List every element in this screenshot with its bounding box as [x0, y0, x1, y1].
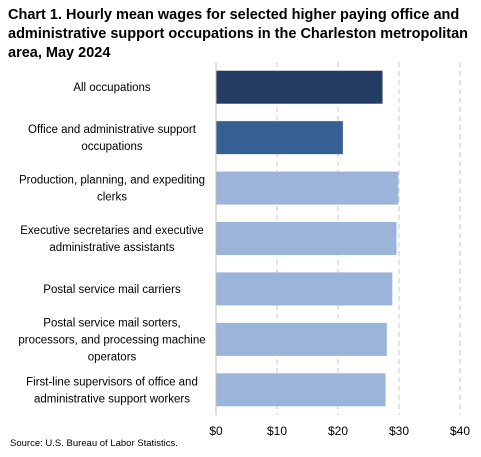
- x-tick-label: $20: [328, 424, 348, 438]
- bar: [216, 373, 386, 407]
- bar: [216, 70, 383, 104]
- category-label-line: administrative assistants: [49, 242, 175, 254]
- category-label-line: Production, planning, and expediting: [19, 175, 205, 187]
- category-label-line: Postal service mail sorters,: [43, 317, 180, 329]
- category-label-line: clerks: [97, 192, 127, 204]
- x-tick-label: $30: [389, 424, 409, 438]
- category-label: Postal service mail carriers: [43, 284, 181, 296]
- x-axis: $0 $10 $20 $30 $40: [209, 62, 470, 438]
- category-label-line: Executive secretaries and executive: [20, 225, 203, 237]
- category-label-line: processors, and processing machine: [18, 334, 205, 346]
- category-label-line: administrative support workers: [34, 393, 190, 405]
- category-label-line: Postal service mail carriers: [43, 284, 181, 296]
- bar: [216, 121, 343, 155]
- category-label: First-line supervisors of office and admi…: [26, 376, 198, 405]
- x-tick-label: $10: [267, 424, 287, 438]
- category-label: Production, planning, and expediting cler…: [19, 175, 205, 204]
- chart-title: Chart 1. Hourly mean wages for selected …: [8, 7, 469, 61]
- category-label-line: occupations: [81, 141, 143, 153]
- category-label: Postal service mail sorters, processors, …: [18, 317, 205, 363]
- bars: [216, 70, 399, 407]
- category-label: All occupations: [73, 82, 151, 94]
- bar: [216, 272, 393, 306]
- category-label-line: First-line supervisors of office and: [26, 376, 198, 388]
- source-note: Source: U.S. Bureau of Labor Statistics.: [10, 438, 178, 449]
- category-label-line: Office and administrative support: [28, 124, 197, 136]
- bar: [216, 222, 397, 255]
- category-label: Executive secretaries and executive admin…: [20, 225, 203, 254]
- category-label-line: operators: [88, 351, 137, 363]
- bar: [216, 171, 399, 205]
- bar: [216, 322, 387, 356]
- category-label: Office and administrative support occupat…: [28, 124, 197, 153]
- x-tick-label: $40: [450, 424, 470, 438]
- grid-lines: [276, 62, 461, 415]
- category-label-line: All occupations: [73, 82, 151, 94]
- x-tick-label: $0: [209, 424, 223, 438]
- category-labels: All occupations Office and administrative…: [18, 82, 205, 405]
